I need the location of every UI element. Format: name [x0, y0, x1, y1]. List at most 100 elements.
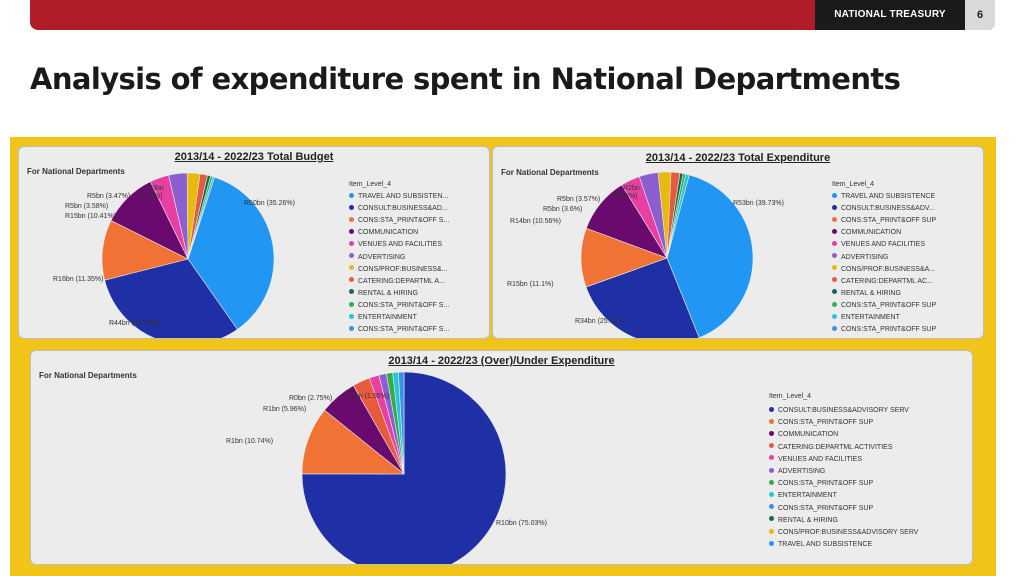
- legend-label: CONS:STA_PRINT&OFF SUP: [778, 480, 874, 488]
- legend-item[interactable]: ADVERTISING: [769, 467, 825, 475]
- legend-dot-icon: [349, 265, 354, 271]
- legend-item[interactable]: RENTAL & HIRING: [769, 516, 838, 524]
- legend-item[interactable]: TRAVEL AND SUBSISTENCE: [832, 192, 935, 200]
- legend-label: CATERING:DEPARTML A...: [358, 277, 445, 285]
- legend-item[interactable]: CONS:STA_PRINT&OFF SUP: [832, 301, 937, 309]
- legend-label: CONS:STA_PRINT&OFF S...: [358, 301, 450, 309]
- legend-dot-icon: [832, 253, 837, 259]
- legend-item[interactable]: TRAVEL AND SUBSISTENCE: [769, 540, 873, 549]
- legend-item[interactable]: CONSULT:BUSINESS&AD...: [349, 204, 448, 213]
- legend-dot-icon: [349, 216, 354, 222]
- legend-item[interactable]: VENUES AND FACILITIES: [832, 241, 925, 248]
- legend-item[interactable]: RENTAL & HIRING: [832, 289, 901, 297]
- legend-label: CONSULT:BUSINESS&AD...: [358, 205, 448, 213]
- legend-dot-icon: [769, 467, 774, 473]
- over-under-panel: 2013/14 - 2022/23 (Over)/Under Expenditu…: [30, 350, 973, 565]
- slice-label: R3bn: [147, 185, 164, 192]
- legend-dot-icon: [349, 204, 354, 210]
- legend-dot-icon: [832, 289, 837, 295]
- legend-item[interactable]: CATERING:DEPARTML ACTIVITIES: [769, 443, 893, 451]
- pie-slice[interactable]: [301, 371, 507, 564]
- slice-label: R2bn: [623, 185, 640, 192]
- legend-dot-icon: [769, 418, 774, 424]
- legend-dot-icon: [832, 228, 837, 234]
- legend-dot-icon: [769, 479, 774, 485]
- legend-item[interactable]: VENUES AND FACILITIES: [769, 455, 862, 463]
- pie-slice[interactable]: [398, 371, 405, 475]
- legend-label: CONSULT:BUSINESS&ADVISORY SERV: [778, 407, 909, 414]
- legend-item[interactable]: CONS:STA_PRINT&OFF S...: [349, 301, 450, 309]
- slice-label: R34bn (25.62%): [575, 318, 626, 325]
- legend-label: ENTERTAINMENT: [841, 314, 900, 321]
- legend-item[interactable]: CONS:STA_PRINT&OFF S...: [349, 216, 449, 224]
- legend-item[interactable]: CONS:STA_PRINT&OFF SUP: [832, 216, 937, 225]
- legend-dot-icon: [349, 241, 354, 247]
- chart-title: 2013/14 - 2022/23 (Over)/Under Expenditu…: [388, 355, 615, 367]
- legend-item[interactable]: CONS/PROF:BUSINESS&ADVISORY SERV: [769, 528, 919, 536]
- legend-label: CATERING:DEPARTML AC...: [841, 277, 933, 285]
- legend-item[interactable]: COMMUNICATION: [832, 228, 901, 236]
- pie-slice[interactable]: [585, 257, 700, 338]
- pie-slice[interactable]: [301, 409, 405, 475]
- legend-label: RENTAL & HIRING: [841, 289, 901, 297]
- header-bar: [30, 0, 815, 30]
- slice-label: R15bn (10.41%): [65, 213, 116, 220]
- expenditure-pie-chart: R53bn (39.73%) R34bn (25.62%) R15bn (11.1%…: [507, 171, 784, 338]
- legend-label: CATERING:DEPARTML ACTIVITIES: [778, 443, 893, 451]
- legend-dot-icon: [832, 192, 837, 198]
- legend-item[interactable]: TRAVEL AND SUBSISTEN...: [349, 192, 449, 200]
- legend-label: CONS/PROF:BUSINESS&ADVISORY SERV: [778, 529, 919, 536]
- slice-label: R5bn (3.58%): [65, 203, 108, 210]
- legend-item[interactable]: CONS/PROF:BUSINESS&...: [349, 265, 448, 273]
- legend-item[interactable]: COMMUNICATION: [349, 228, 418, 236]
- legend-label: CONS:STA_PRINT&OFF SUP: [841, 217, 937, 225]
- expenditure-panel: 2013/14 - 2022/23 Total Expenditure For …: [492, 146, 984, 339]
- slice-label: R50bn (35.26%): [244, 200, 295, 207]
- legend-label: ADVERTISING: [358, 253, 406, 261]
- slice-label: R15bn (11.1%): [507, 281, 554, 288]
- legend-label: CONS:STA_PRINT&OFF SUP: [841, 301, 937, 309]
- legend-label: VENUES AND FACILITIES: [358, 241, 443, 249]
- legend-item[interactable]: ENTERTAINMENT: [832, 313, 900, 321]
- chart-subtitle: For National Departments: [501, 168, 599, 177]
- pie-slice[interactable]: [104, 258, 238, 338]
- legend-item[interactable]: VENUES AND FACILITIES: [349, 241, 442, 248]
- legend-label: CONS/PROF:BUSINESS&...: [358, 265, 448, 273]
- slice-label: R0bn (2.75%): [289, 395, 332, 402]
- legend-label: ADVERTISING: [841, 253, 889, 261]
- pie-slice[interactable]: [187, 176, 275, 330]
- slice-label: R5bn (3.47%): [87, 193, 130, 200]
- legend-item[interactable]: ADVERTISING: [832, 253, 889, 261]
- legend-item[interactable]: ENTERTAINMENT: [349, 313, 417, 321]
- legend-label: CONS:STA_PRINT&OFF SUP: [841, 326, 937, 334]
- legend-dot-icon: [832, 265, 837, 271]
- legend-item[interactable]: ADVERTISING: [349, 253, 406, 261]
- legend-item[interactable]: CONS:STA_PRINT&OFF S...: [349, 325, 449, 333]
- slice-label: R16bn (11.35%): [53, 276, 103, 283]
- brand-name: NATIONAL TREASURY: [815, 0, 965, 30]
- slice-label: R1bn (5.96%): [263, 406, 306, 413]
- legend-item[interactable]: ENTERTAINMENT: [769, 492, 837, 499]
- slice-label: R5bn (3.6%): [543, 206, 582, 213]
- legend-label: TRAVEL AND SUBSISTEN...: [358, 193, 449, 200]
- legend-dot-icon: [832, 277, 837, 283]
- legend-item[interactable]: CONS/PROF:BUSINESS&A...: [832, 265, 935, 273]
- legend-dot-icon: [769, 443, 774, 449]
- pie-slice[interactable]: [666, 174, 754, 338]
- legend-item[interactable]: CATERING:DEPARTML AC...: [832, 277, 933, 285]
- legend-item[interactable]: COMMUNICATION: [769, 431, 838, 438]
- chart-subtitle: For National Departments: [39, 371, 137, 380]
- legend-item[interactable]: RENTAL & HIRING: [349, 289, 418, 297]
- pie-slice[interactable]: [187, 176, 215, 260]
- legend-item[interactable]: CONSULT:BUSINESS&ADVISORY SERV: [769, 406, 909, 414]
- legend-item[interactable]: CONSULT:BUSINESS&ADV...: [832, 204, 935, 212]
- legend-item[interactable]: CATERING:DEPARTML A...: [349, 277, 445, 285]
- legend-dot-icon: [769, 431, 774, 437]
- legend-item[interactable]: CONS:STA_PRINT&OFF SUP: [769, 418, 873, 426]
- pie-slice[interactable]: [666, 173, 690, 259]
- legend-item[interactable]: CONS:STA_PRINT&OFF SUP: [769, 479, 874, 488]
- legend-item[interactable]: CONS:STA_PRINT&OFF SUP: [769, 504, 873, 512]
- legend-item[interactable]: CONS:STA_PRINT&OFF SUP: [832, 325, 937, 334]
- legend-dot-icon: [769, 455, 774, 461]
- legend-label: TRAVEL AND SUBSISTENCE: [778, 541, 873, 549]
